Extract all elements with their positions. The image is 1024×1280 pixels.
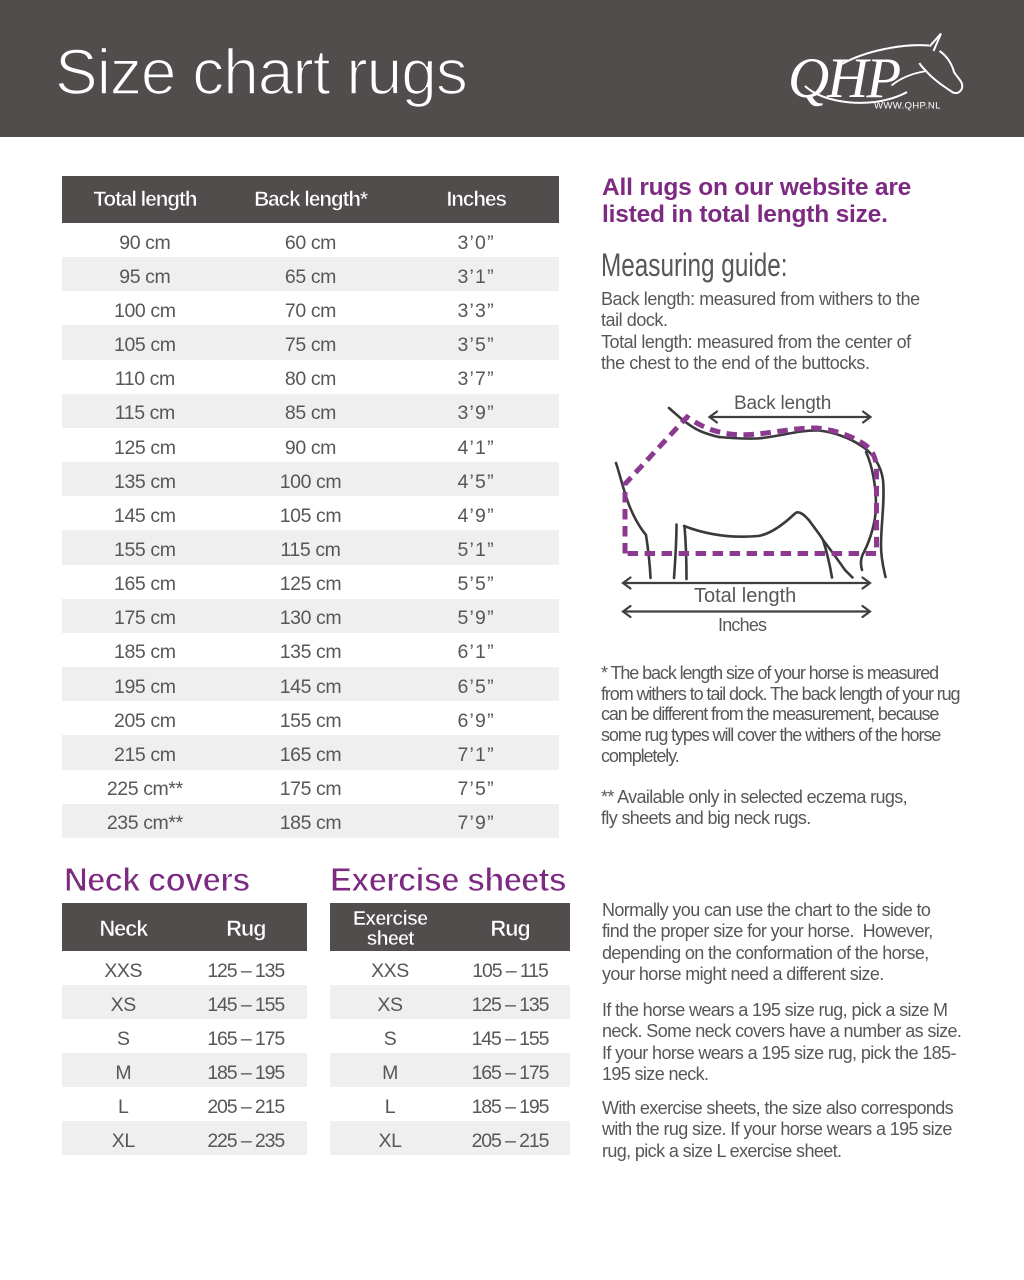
svg-text:WWW.QHP.NL: WWW.QHP.NL: [874, 101, 941, 112]
svg-text:QHP: QHP: [788, 47, 900, 110]
